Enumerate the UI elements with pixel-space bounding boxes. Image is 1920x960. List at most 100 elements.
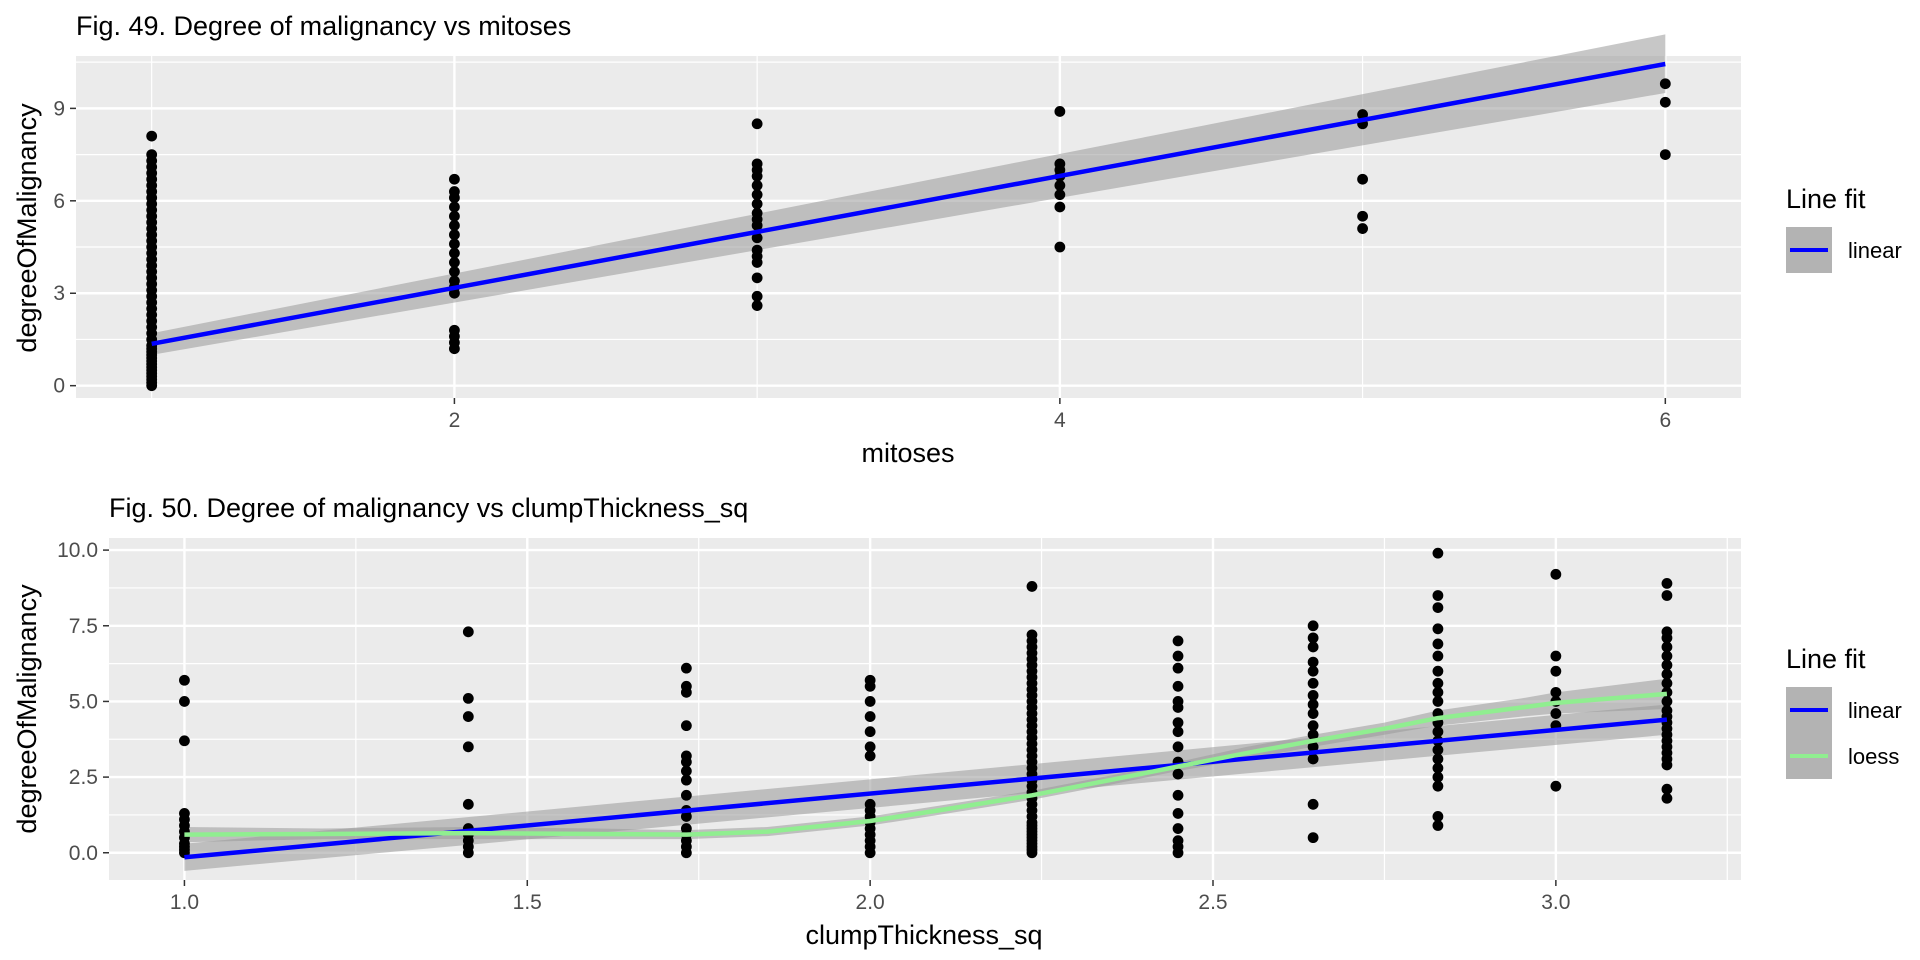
data-point [1054, 106, 1066, 117]
data-point [1307, 677, 1319, 689]
data-point [1432, 650, 1444, 662]
data-point [1661, 792, 1673, 804]
data-point [1432, 811, 1444, 822]
data-point [1172, 808, 1184, 819]
data-point [449, 324, 460, 336]
data-point [680, 750, 692, 762]
confidence-band-loess [184, 678, 1667, 843]
data-point [449, 201, 460, 213]
data-point [680, 662, 692, 674]
data-point [864, 750, 876, 762]
data-point [179, 735, 190, 747]
data-point [1432, 820, 1444, 831]
data-point [1172, 726, 1184, 738]
y-tick-label: 0 [53, 375, 65, 398]
data-point [1172, 768, 1184, 780]
data-point [179, 674, 190, 686]
data-point [1432, 686, 1444, 698]
data-point [462, 711, 474, 722]
data-point [1550, 568, 1562, 580]
data-point [751, 198, 763, 210]
fit-line-loess [184, 691, 1668, 837]
data-point [1550, 650, 1562, 662]
data-point [751, 180, 763, 191]
data-point [449, 173, 460, 185]
data-point [680, 720, 692, 732]
gridlines [109, 538, 1741, 880]
y-tick-label: 9 [53, 97, 65, 120]
x-tick-label: 2.0 [856, 891, 885, 914]
data-point [1026, 581, 1038, 592]
data-point [1661, 659, 1673, 671]
data-point [1432, 762, 1444, 774]
data-point [1054, 241, 1066, 253]
data-point [751, 189, 763, 201]
data-point [1550, 686, 1562, 698]
data-point [751, 118, 763, 130]
y-tick-label: 7.5 [69, 615, 98, 638]
data-point [1307, 641, 1319, 653]
x-axis-title: clumpThickness_sq [805, 920, 1042, 950]
data-point [449, 257, 460, 268]
x-tick-label: 6 [1659, 409, 1671, 432]
data-point [1659, 149, 1671, 160]
data-point [751, 232, 763, 244]
data-point [1661, 650, 1673, 662]
data-point [1172, 835, 1184, 847]
data-point [179, 696, 190, 707]
data-point [680, 774, 692, 786]
data-point [1172, 789, 1184, 801]
data-point [1307, 741, 1319, 753]
data-point [1550, 665, 1562, 677]
data-point [1432, 771, 1444, 783]
data-point [449, 220, 460, 231]
data-point [1307, 632, 1319, 644]
data-point [1307, 620, 1319, 632]
data-point [1661, 783, 1673, 795]
data-point [864, 674, 876, 686]
data-point [449, 210, 460, 222]
data-point [179, 808, 190, 819]
data-point [1550, 780, 1562, 792]
data-point [864, 711, 876, 722]
data-point [1432, 665, 1444, 677]
data-point [1432, 696, 1444, 707]
chart-title: Fig. 49. Degree of malignancy vs mitoses [76, 11, 571, 41]
data-point [1307, 753, 1319, 765]
legend-label-linear: linear [1848, 698, 1902, 723]
data-point [1172, 717, 1184, 729]
y-tick-label: 6 [53, 190, 65, 213]
data-point [1026, 629, 1038, 641]
data-point [1172, 741, 1184, 753]
data-point [1307, 699, 1319, 710]
y-tick-label: 3 [53, 282, 65, 305]
data-point [1357, 173, 1368, 185]
data-point [1432, 744, 1444, 756]
data-point [751, 272, 763, 284]
data-point [1661, 668, 1673, 680]
data-point [1172, 680, 1184, 692]
data-point [1307, 708, 1319, 719]
data-point [1432, 602, 1444, 614]
data-point [146, 130, 158, 142]
x-tick-label: 2.5 [1198, 891, 1227, 914]
data-point [462, 798, 474, 810]
x-tick-label: 1.5 [513, 891, 542, 914]
data-point [1432, 726, 1444, 738]
data-point [680, 680, 692, 692]
data-point [449, 186, 460, 197]
data-point [1172, 696, 1184, 707]
data-point [1307, 832, 1319, 844]
data-point [1432, 547, 1444, 559]
data-point [1661, 705, 1673, 716]
fit-line-linear [151, 61, 1666, 347]
data-point [1307, 720, 1319, 732]
legend-label-linear: linear [1848, 238, 1902, 263]
data-point [1550, 708, 1562, 719]
x-tick-label: 1.0 [170, 891, 199, 914]
data-point [462, 626, 474, 638]
legend: Line fit linear loess [1786, 644, 1902, 779]
data-point [751, 244, 763, 256]
data-point [1307, 665, 1319, 677]
